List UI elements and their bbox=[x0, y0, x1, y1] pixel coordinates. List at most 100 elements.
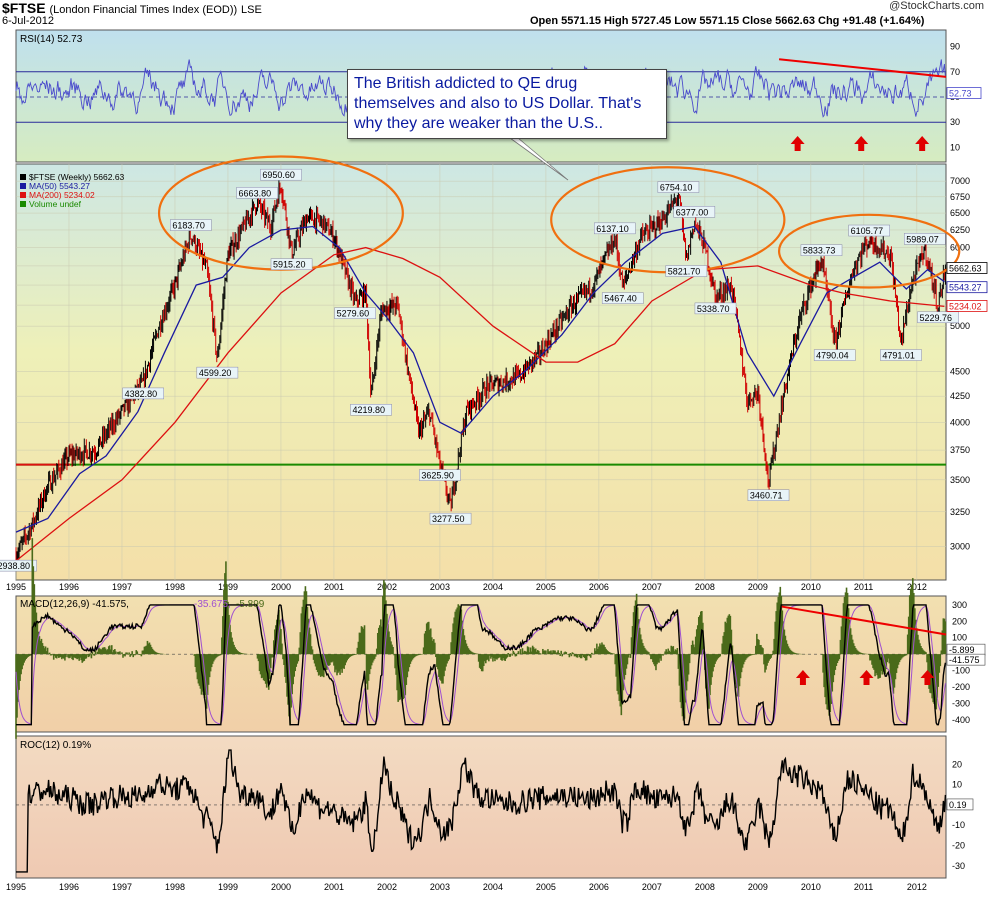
price-point-label: 5915.20 bbox=[273, 260, 306, 270]
roc-label: ROC(12) 0.19% bbox=[20, 740, 91, 751]
macd-tick-label: -200 bbox=[952, 682, 970, 692]
year-tick-label: 2004 bbox=[483, 882, 503, 892]
price-tick-label: 3250 bbox=[950, 507, 970, 517]
roc-tick-label: -20 bbox=[952, 841, 965, 851]
year-tick-label: 2011 bbox=[854, 582, 873, 592]
year-tick-label: 2003 bbox=[430, 582, 450, 592]
roc-last-tag bbox=[946, 798, 974, 811]
price-label-box bbox=[170, 219, 212, 231]
price-label-box bbox=[673, 206, 716, 218]
year-tick-label: 2006 bbox=[589, 582, 609, 592]
rsi-up-arrow bbox=[854, 136, 869, 151]
price-point-label: 4791.01 bbox=[882, 351, 915, 361]
roc-last-value: 0.19 bbox=[949, 800, 967, 810]
price-point-label: 6663.80 bbox=[239, 188, 272, 198]
price-tick-label: 3500 bbox=[950, 475, 970, 485]
price-label-box bbox=[594, 222, 636, 235]
year-tick-label: 1996 bbox=[59, 882, 79, 892]
price-label-box bbox=[236, 187, 278, 199]
chart-title: $FTSE (London Financial Times Index (EOD… bbox=[2, 0, 262, 16]
last-value-label: 5543.27 bbox=[949, 283, 982, 293]
price-point-label: 5229.76 bbox=[920, 313, 953, 323]
year-tick-label: 1995 bbox=[6, 882, 26, 892]
price-tick-label: 6750 bbox=[950, 192, 970, 202]
macd-trendline bbox=[781, 605, 947, 636]
price-label-box bbox=[419, 469, 461, 481]
price-label-box bbox=[694, 302, 737, 315]
roc-tick-label: -10 bbox=[952, 820, 965, 830]
macd-tick-label: -400 bbox=[952, 715, 970, 725]
year-tick-label: 1997 bbox=[112, 882, 132, 892]
macd-line bbox=[16, 604, 947, 726]
year-tick-label: 1996 bbox=[59, 582, 79, 592]
year-tick-label: 2006 bbox=[589, 882, 609, 892]
price-label-box bbox=[813, 349, 856, 361]
year-tick-label: 2007 bbox=[642, 582, 662, 592]
macd-label: -5.899 bbox=[236, 599, 265, 610]
price-tick-label: 5000 bbox=[950, 321, 970, 331]
legend-entry: MA(200) 5234.02 bbox=[29, 190, 95, 200]
year-tick-label: 2010 bbox=[801, 882, 821, 892]
annotation-callout: The British addicted to QE drug themselv… bbox=[347, 69, 667, 139]
exchange: LSE bbox=[241, 4, 262, 16]
roc-tick-label: 20 bbox=[952, 759, 962, 769]
year-tick-label: 1998 bbox=[165, 582, 185, 592]
legend-swatch bbox=[20, 183, 26, 189]
rsi-trendline bbox=[778, 58, 947, 78]
price-point-label: 3460.71 bbox=[750, 491, 783, 501]
year-tick-label: 2002 bbox=[377, 882, 397, 892]
macd-last-tag bbox=[946, 653, 986, 666]
price-tick-label: 4000 bbox=[950, 417, 970, 427]
price-point-label: 6105.77 bbox=[851, 226, 884, 236]
year-tick-label: 2004 bbox=[483, 582, 503, 592]
price-label-box bbox=[800, 244, 843, 256]
year-tick-label: 2000 bbox=[271, 882, 291, 892]
last-value-tag bbox=[946, 262, 988, 274]
price-label-box bbox=[665, 265, 708, 277]
price-point-label: 6754.10 bbox=[660, 183, 693, 193]
macd-last-value: -5.899 bbox=[949, 645, 975, 655]
rsi-up-arrow bbox=[790, 136, 805, 151]
price-label-box bbox=[0, 559, 37, 572]
price-point-label: 4790.04 bbox=[816, 351, 849, 361]
price-tick-label: 3000 bbox=[950, 541, 970, 551]
year-tick-label: 2012 bbox=[907, 882, 927, 892]
price-label-box bbox=[260, 168, 302, 181]
legend-swatch bbox=[20, 174, 26, 180]
year-tick-label: 2005 bbox=[536, 582, 556, 592]
rsi-tick-label: 30 bbox=[950, 117, 960, 127]
price-point-label: 3277.50 bbox=[432, 514, 465, 524]
price-label-box bbox=[917, 311, 959, 324]
rsi-tick-label: 10 bbox=[950, 142, 960, 152]
price-tick-label: 6500 bbox=[950, 208, 970, 218]
price-point-label: 3625.90 bbox=[421, 471, 454, 481]
price-tick-label: 6250 bbox=[950, 225, 970, 235]
price-bars bbox=[15, 180, 946, 568]
price-point-label: 4599.20 bbox=[199, 368, 232, 378]
year-tick-label: 2001 bbox=[324, 582, 344, 592]
price-point-label: 5989.07 bbox=[906, 234, 939, 244]
legend-entry: MA(50) 5543.27 bbox=[29, 181, 90, 191]
price-point-label: 5821.70 bbox=[668, 267, 701, 277]
price-label-box bbox=[747, 489, 790, 501]
legend-entry: Volume undef bbox=[29, 199, 82, 209]
year-tick-label: 2000 bbox=[271, 582, 291, 592]
price-label-box bbox=[196, 366, 239, 379]
stockcharts-brand: @StockCharts.com bbox=[889, 0, 984, 12]
year-tick-label: 2009 bbox=[748, 882, 768, 892]
highlight-ellipse bbox=[777, 213, 961, 289]
chart-date: 6-Jul-2012 bbox=[2, 15, 54, 27]
ma50-line bbox=[15, 225, 945, 533]
price-point-label: 4219.80 bbox=[352, 405, 385, 415]
macd-tick-label: -100 bbox=[952, 666, 970, 676]
price-point-label: 2938.80 bbox=[0, 561, 30, 571]
price-tick-label: 3750 bbox=[950, 445, 970, 455]
price-label-box bbox=[657, 181, 700, 193]
price-point-label: 6377.00 bbox=[676, 207, 709, 217]
price-point-label: 5338.70 bbox=[697, 304, 730, 314]
roc-line bbox=[16, 749, 947, 873]
rsi-tick-label: 70 bbox=[950, 67, 960, 77]
last-value-tag bbox=[946, 281, 988, 294]
price-label-box bbox=[122, 387, 164, 400]
